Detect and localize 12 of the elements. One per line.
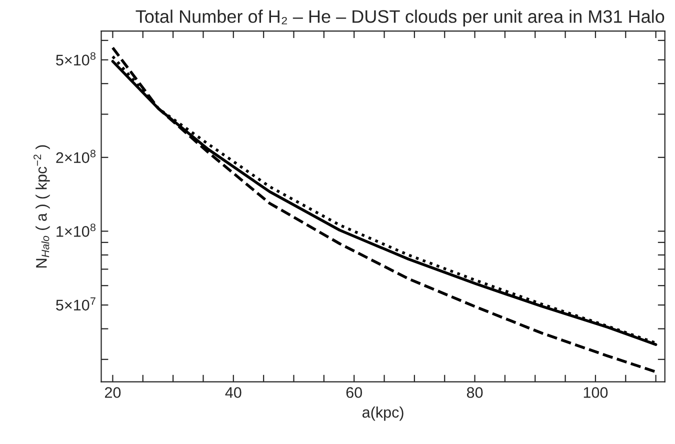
x-axis-title: a(kpc) — [362, 406, 404, 421]
y-tick-label: 2×10$^{8}$ — [56, 150, 96, 164]
x-tick-label: 20 — [104, 387, 121, 398]
y-tick-label: 1×10$^{8}$ — [56, 224, 96, 237]
y-axis-title: N$_{Halo}$ ( a ) ( kpc$^{−2}$ ) — [34, 145, 50, 268]
x-tick-label: 80 — [466, 387, 483, 398]
x-tick-label: 60 — [346, 387, 362, 398]
y-tick-label: 5×10$^{7}$ — [56, 297, 96, 311]
x-tick-label: 100 — [584, 387, 608, 398]
x-tick-label: 40 — [225, 387, 242, 398]
chart-title: Total Number of H₂ – He – DUST clouds per unit area in M31 Halo — [136, 10, 664, 26]
y-tick-label: 5×10$^{8}$ — [56, 52, 96, 66]
